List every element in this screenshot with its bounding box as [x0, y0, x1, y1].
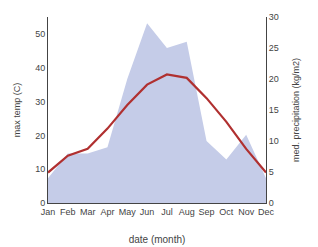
svg-text:date (month): date (month) — [129, 234, 186, 245]
svg-text:Jan: Jan — [41, 207, 56, 217]
svg-text:Sep: Sep — [199, 207, 215, 217]
svg-text:0: 0 — [269, 198, 274, 208]
svg-text:10: 10 — [269, 136, 279, 146]
svg-text:Jul: Jul — [161, 207, 173, 217]
svg-text:50: 50 — [35, 29, 45, 39]
svg-text:Jun: Jun — [140, 207, 155, 217]
svg-text:30: 30 — [269, 12, 279, 22]
svg-text:med. precipitation (kg/m2): med. precipitation (kg/m2) — [291, 58, 301, 162]
svg-text:40: 40 — [35, 63, 45, 73]
svg-text:30: 30 — [35, 97, 45, 107]
svg-text:Aug: Aug — [179, 207, 195, 217]
svg-text:max temp (C): max temp (C) — [12, 83, 22, 138]
svg-text:Oct: Oct — [219, 207, 234, 217]
svg-text:10: 10 — [35, 164, 45, 174]
svg-text:Apr: Apr — [100, 207, 114, 217]
svg-text:15: 15 — [269, 105, 279, 115]
svg-text:Mar: Mar — [80, 207, 96, 217]
svg-text:20: 20 — [269, 74, 279, 84]
svg-text:0: 0 — [40, 198, 45, 208]
svg-text:5: 5 — [269, 167, 274, 177]
svg-text:Feb: Feb — [60, 207, 76, 217]
svg-text:Dec: Dec — [258, 207, 275, 217]
svg-text:Nov: Nov — [238, 207, 255, 217]
svg-text:25: 25 — [269, 43, 279, 53]
svg-text:20: 20 — [35, 131, 45, 141]
svg-text:May: May — [119, 207, 137, 217]
